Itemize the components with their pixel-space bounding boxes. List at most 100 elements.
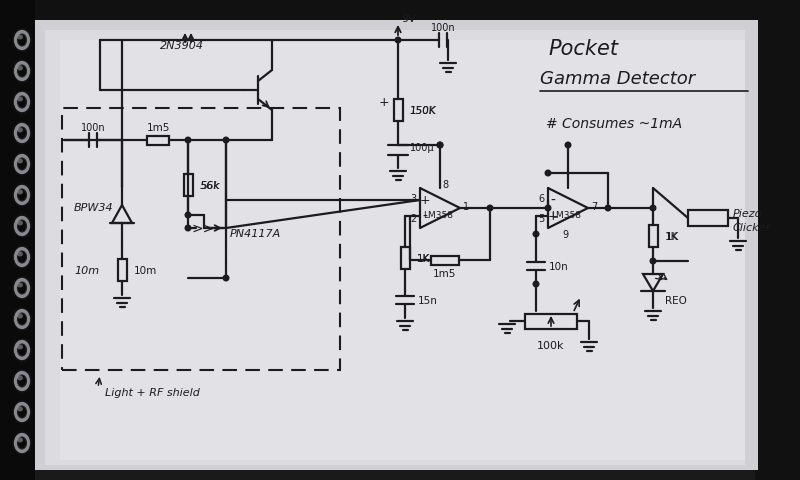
Text: 3: 3 [410,193,416,204]
Ellipse shape [17,159,23,164]
Circle shape [534,282,539,287]
Text: 9V: 9V [401,14,416,24]
Text: 56k: 56k [200,180,219,191]
Text: 1K: 1K [417,253,430,264]
Ellipse shape [13,308,31,330]
Text: 6: 6 [538,193,544,204]
Circle shape [437,143,443,148]
Text: 100n: 100n [430,23,455,33]
Ellipse shape [18,159,26,171]
Circle shape [546,171,550,177]
Ellipse shape [17,97,23,102]
Ellipse shape [18,437,26,449]
Ellipse shape [13,247,31,268]
Text: 7: 7 [591,202,598,212]
Ellipse shape [18,344,26,356]
Text: 9: 9 [562,229,568,240]
Ellipse shape [13,277,31,300]
Circle shape [534,232,539,237]
Ellipse shape [17,438,23,443]
Text: Gamma Detector: Gamma Detector [540,70,695,88]
Circle shape [185,138,191,144]
Text: 10n: 10n [549,262,569,271]
Bar [147,136,169,145]
Ellipse shape [13,92,31,114]
Bar [45,31,745,465]
Ellipse shape [13,185,31,206]
Text: 100n: 100n [81,123,106,133]
Ellipse shape [17,407,23,412]
Bar [60,41,745,460]
Text: >>: >> [191,222,214,236]
Ellipse shape [17,376,23,381]
Bar [755,0,800,480]
Ellipse shape [18,190,26,202]
Circle shape [606,206,611,211]
Ellipse shape [13,370,31,392]
Bar [431,256,459,265]
Bar [62,109,340,370]
Text: +: + [548,210,558,223]
Ellipse shape [17,345,23,350]
Text: 100k: 100k [538,340,565,350]
Text: 1: 1 [463,202,469,212]
Circle shape [223,138,229,144]
Text: LM358: LM358 [551,210,581,219]
Ellipse shape [13,432,31,454]
Text: 150K: 150K [410,106,437,116]
Text: 1K: 1K [665,231,678,241]
Ellipse shape [17,190,23,195]
Ellipse shape [18,66,26,78]
Bar [688,211,728,227]
Text: +: + [378,96,390,109]
Circle shape [546,206,550,211]
Bar [118,260,126,281]
Ellipse shape [13,401,31,423]
Text: 2N3904: 2N3904 [160,41,204,51]
Ellipse shape [18,313,26,325]
Text: 5: 5 [538,214,544,224]
Bar [394,100,402,122]
Ellipse shape [18,220,26,232]
Bar [0,0,35,480]
Bar [0,0,800,26]
Text: +: + [420,194,430,207]
Ellipse shape [13,339,31,361]
Text: 2: 2 [410,214,416,224]
Ellipse shape [13,61,31,83]
Text: -: - [422,210,427,224]
Text: LM358: LM358 [423,210,453,219]
Text: 1m5: 1m5 [434,268,457,278]
Text: 100μ: 100μ [410,143,434,153]
Circle shape [565,143,570,148]
Ellipse shape [18,252,26,264]
Ellipse shape [17,66,23,72]
Circle shape [185,226,191,231]
Text: REO: REO [665,295,687,305]
Text: Piezo: Piezo [733,209,762,218]
Circle shape [223,276,229,281]
Ellipse shape [18,406,26,418]
Ellipse shape [17,221,23,226]
Text: Clicker: Clicker [733,223,771,232]
Bar [183,175,193,197]
Text: Light + RF shield: Light + RF shield [105,387,200,397]
Circle shape [650,259,656,264]
Text: 10m: 10m [74,265,99,276]
Circle shape [185,213,191,218]
Text: PN4117A: PN4117A [230,228,282,239]
Circle shape [487,206,493,211]
Text: Pocket: Pocket [548,39,618,59]
Text: -: - [550,193,555,207]
Text: 8: 8 [442,180,448,190]
Bar [649,226,658,248]
Text: 150K: 150K [410,106,437,116]
Text: # Consumes ~1mA: # Consumes ~1mA [546,117,682,131]
Ellipse shape [13,123,31,144]
Ellipse shape [18,128,26,140]
Text: 10m: 10m [134,265,158,276]
Ellipse shape [13,216,31,238]
Ellipse shape [17,128,23,133]
Ellipse shape [17,283,23,288]
Circle shape [437,143,443,148]
